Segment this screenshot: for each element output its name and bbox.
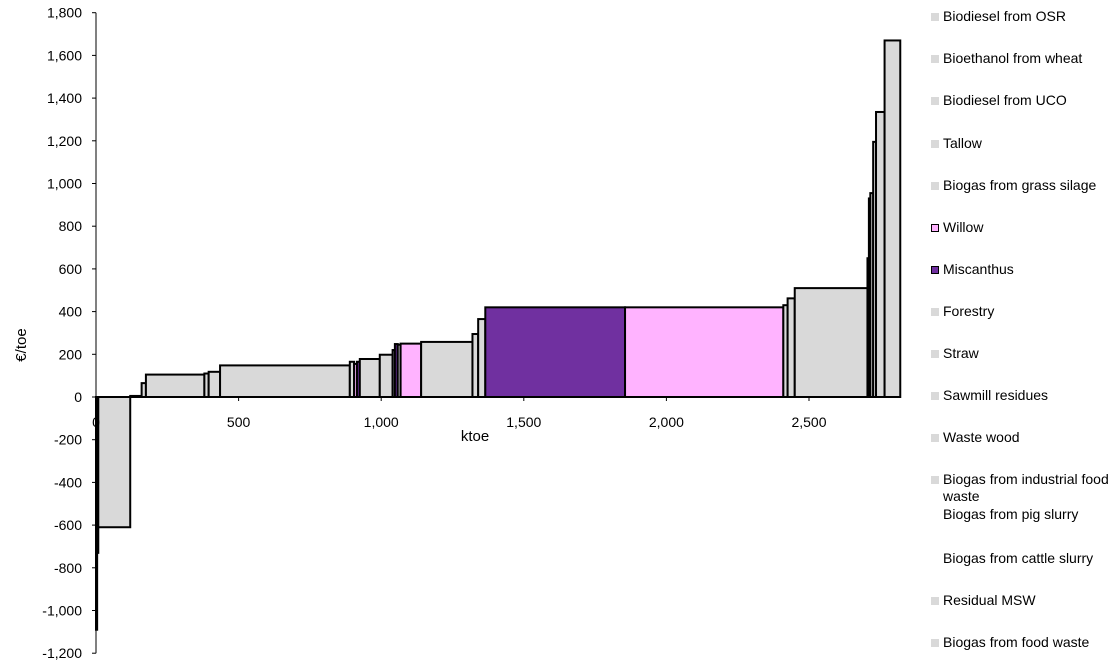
legend-swatch (931, 55, 939, 63)
y-tick-label: 400 (59, 304, 83, 320)
legend-item: Biogas from cattle slurry (931, 550, 1109, 567)
x-tick-label: 0 (92, 414, 100, 430)
legend-swatch (931, 392, 939, 400)
legend-label: Willow (943, 219, 984, 235)
x-tick-label: 1,500 (506, 414, 541, 430)
bar-13 (378, 353, 394, 398)
legend-label: Straw (943, 345, 979, 361)
legend-item: Bioethanol from wheat (931, 50, 1109, 67)
bar-22 (624, 306, 785, 398)
y-tick-label: 800 (59, 218, 83, 234)
legend-label: Waste wood (943, 429, 1020, 445)
bar-17 (399, 342, 423, 398)
legend-label: Miscanthus (943, 261, 1014, 277)
y-tick-label: 200 (59, 346, 83, 362)
y-tick-label: 600 (59, 261, 83, 277)
bar-7 (207, 370, 222, 399)
legend-swatch (931, 266, 939, 274)
bars-group (95, 39, 902, 631)
axes-group: 1,800 1,600 1,400 1,200 1,000 800 600 400 200 0 -2… (42, 5, 901, 661)
legend-swatch (931, 13, 939, 21)
legend-item: Waste wood (931, 429, 1109, 446)
legend-item: Tallow (931, 135, 1109, 152)
legend-item: Residual MSW (931, 592, 1109, 609)
legend-swatch (931, 97, 939, 105)
legend-item: Miscanthus (931, 261, 1109, 278)
y-tick-label: -1,200 (42, 645, 82, 661)
legend-label: Forestry (943, 303, 995, 319)
legend-swatch (931, 350, 939, 358)
legend-label: Biogas from grass silage (943, 177, 1097, 193)
bar-31 (883, 39, 902, 399)
bar-21 (484, 306, 627, 398)
legend-swatch (931, 308, 939, 316)
legend-label: Biogas from food waste (943, 634, 1090, 650)
x-tick-label: 1,000 (364, 414, 399, 430)
bar-18 (420, 340, 474, 398)
y-tick-label: -1,000 (42, 603, 82, 619)
legend-label: Biogas from pig slurry (943, 506, 1079, 522)
legend-item: Biogas from pig slurry (931, 506, 1109, 523)
legend-swatch (931, 597, 939, 605)
y-tick-label: -200 (54, 432, 82, 448)
bar-8 (219, 364, 351, 399)
y-axis-title: €/toe (13, 328, 30, 361)
bar-25 (793, 287, 869, 398)
legend-label: Biodiesel from OSR (943, 8, 1066, 24)
y-tick-label: 1,000 (47, 176, 82, 192)
bar-5 (144, 373, 206, 398)
legend-item: Straw (931, 345, 1109, 362)
bar-20 (477, 318, 487, 399)
legend-swatch (931, 511, 939, 519)
y-tick-label: 0 (74, 389, 82, 405)
legend-label: Biogas from industrial food waste (943, 471, 1109, 504)
legend-label: Tallow (943, 135, 982, 151)
legend-item: Biodiesel from OSR (931, 8, 1109, 25)
y-tick-label: -800 (54, 560, 82, 576)
y-tick-label: 1,600 (47, 47, 82, 63)
legend-item: Biodiesel from UCO (931, 92, 1109, 109)
y-tick-label: 1,800 (47, 5, 82, 21)
legend-item: Forestry (931, 303, 1109, 320)
legend-item: Sawmill residues (931, 387, 1109, 404)
bar-12 (358, 357, 381, 399)
y-tick-label: -400 (54, 474, 82, 490)
x-tick-label: 2,500 (791, 414, 826, 430)
legend-swatch (931, 639, 939, 647)
legend-label: Sawmill residues (943, 387, 1049, 403)
legend-item: Biogas from industrial food waste (931, 471, 1109, 505)
legend-label: Residual MSW (943, 592, 1036, 608)
legend-swatch (931, 140, 939, 148)
legend-label: Biogas from cattle slurry (943, 550, 1094, 566)
legend-item: Biogas from grass silage (931, 177, 1109, 194)
legend-item: Biogas from food waste (931, 634, 1109, 651)
x-tick-label: 500 (227, 414, 251, 430)
legend-label: Bioethanol from wheat (943, 50, 1083, 66)
y-tick-label: -600 (54, 517, 82, 533)
x-tick-label: 2,000 (649, 414, 684, 430)
legend-swatch (931, 476, 939, 484)
bar-30 (875, 110, 886, 398)
cost-curve-chart: 1,800 1,600 1,400 1,200 1,000 800 600 400 200 0 -2… (13, 5, 902, 661)
legend-swatch (931, 224, 939, 232)
legend-label: Biodiesel from UCO (943, 92, 1067, 108)
legend-swatch (931, 182, 939, 190)
y-tick-label: 1,200 (47, 133, 82, 149)
legend-swatch (931, 434, 939, 442)
legend-item: Willow (931, 219, 1109, 236)
bar-24 (786, 297, 796, 399)
x-axis-title: ktoe (461, 428, 489, 445)
legend-swatch (931, 555, 939, 563)
y-tick-label: 1,400 (47, 90, 82, 106)
bar-2 (97, 396, 132, 529)
